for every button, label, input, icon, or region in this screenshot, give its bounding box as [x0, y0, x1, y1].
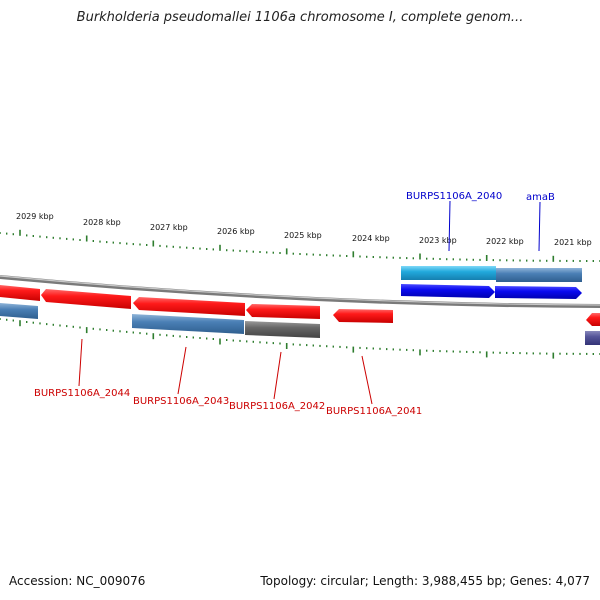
label-burps1106a-2044[interactable]: BURPS1106A_2044: [34, 388, 130, 399]
gene-burps1106a-2042[interactable]: [246, 304, 320, 319]
gene-left-edge[interactable]: [0, 285, 40, 301]
reverse-cds-features: [0, 303, 600, 345]
scale-label-2027: 2027 kbp: [150, 223, 188, 232]
leader-2043: [177, 346, 187, 395]
cds-amab-bar[interactable]: [496, 268, 582, 282]
leader-2041: [361, 355, 373, 405]
leader-2040: [448, 200, 451, 252]
label-burps1106a-2041[interactable]: BURPS1106A_2041: [326, 406, 422, 417]
gene-burps1106a-2043[interactable]: [133, 297, 245, 316]
reverse-genes: [0, 285, 600, 326]
leader-amab: [538, 201, 541, 252]
forward-genes: [401, 284, 582, 299]
label-burps1106a-2040[interactable]: BURPS1106A_2040: [406, 191, 502, 202]
scale-ticks-top: [0, 229, 600, 262]
map-title: Burkholderia pseudomallei 1106a chromoso…: [76, 10, 524, 25]
accession-text: Accession: NC_009076: [9, 574, 146, 588]
scale-ticks-bottom: [0, 318, 600, 359]
cds-2040-bar[interactable]: [401, 266, 496, 280]
scale-label-2024: 2024 kbp: [352, 234, 390, 243]
scale-label-2022: 2022 kbp: [486, 237, 524, 246]
label-leaders: [78, 200, 541, 405]
scale-label-2026: 2026 kbp: [217, 227, 255, 236]
cds-2042-bar[interactable]: [245, 321, 320, 338]
genome-summary-text: Topology: circular; Length: 3,988,455 bp…: [260, 574, 590, 588]
chromosome-backbone: [0, 275, 600, 308]
gene-burps1106a-2040[interactable]: [401, 284, 495, 298]
scale-label-2021: 2021 kbp: [554, 238, 592, 247]
scale-label-2025: 2025 kbp: [284, 231, 322, 240]
gene-burps1106a-2044[interactable]: [41, 289, 131, 309]
label-amab[interactable]: amaB: [526, 192, 555, 203]
cds-2043-bar[interactable]: [132, 314, 244, 334]
gene-right-edge[interactable]: [586, 313, 600, 326]
gene-amab[interactable]: [495, 286, 582, 299]
forward-cds-features: [401, 266, 582, 282]
scale-label-2028: 2028 kbp: [83, 218, 121, 227]
cds-left-edge-bar[interactable]: [0, 303, 38, 319]
label-burps1106a-2042[interactable]: BURPS1106A_2042: [229, 401, 325, 412]
gene-labels: BURPS1106A_2044 BURPS1106A_2043 BURPS110…: [34, 191, 555, 417]
gene-burps1106a-2041[interactable]: [333, 309, 393, 323]
label-burps1106a-2043[interactable]: BURPS1106A_2043: [133, 396, 229, 407]
scale-label-2023: 2023 kbp: [419, 236, 457, 245]
scale-labels: 2029 kbp 2028 kbp 2027 kbp 2026 kbp 2025…: [16, 212, 592, 247]
cds-right-edge-bar[interactable]: [585, 331, 600, 345]
leader-2042: [273, 351, 282, 400]
leader-2044: [78, 338, 83, 387]
scale-label-2029: 2029 kbp: [16, 212, 54, 221]
